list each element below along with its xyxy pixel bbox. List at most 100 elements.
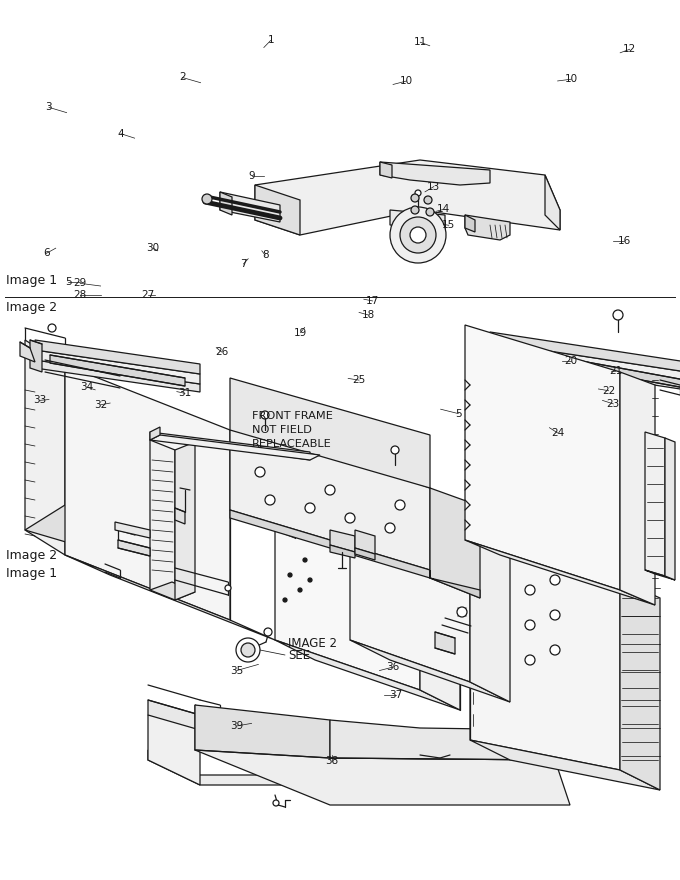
Circle shape — [345, 513, 355, 523]
Circle shape — [550, 645, 560, 655]
Polygon shape — [65, 555, 275, 640]
Circle shape — [264, 628, 272, 636]
Polygon shape — [355, 548, 375, 560]
Polygon shape — [25, 505, 150, 555]
Circle shape — [385, 523, 395, 533]
Polygon shape — [470, 540, 510, 702]
Polygon shape — [255, 185, 300, 235]
Text: 12: 12 — [623, 44, 636, 55]
Polygon shape — [665, 438, 675, 580]
Polygon shape — [380, 162, 490, 185]
Circle shape — [305, 503, 315, 513]
Text: 15: 15 — [442, 220, 456, 231]
Text: 7: 7 — [240, 259, 247, 269]
Circle shape — [273, 800, 279, 806]
Polygon shape — [148, 750, 330, 785]
Text: 6: 6 — [43, 248, 50, 259]
Text: 34: 34 — [80, 382, 94, 392]
Circle shape — [411, 194, 419, 202]
Polygon shape — [118, 540, 150, 556]
Polygon shape — [465, 325, 620, 590]
Text: 37: 37 — [389, 690, 403, 700]
Text: 2: 2 — [179, 72, 186, 83]
Polygon shape — [150, 432, 310, 460]
Text: 29: 29 — [73, 278, 87, 289]
Polygon shape — [350, 500, 470, 682]
Polygon shape — [220, 192, 280, 222]
Text: 22: 22 — [602, 385, 615, 396]
Text: 39: 39 — [230, 721, 243, 731]
Ellipse shape — [481, 689, 496, 711]
Polygon shape — [65, 365, 230, 620]
Polygon shape — [195, 705, 330, 758]
Text: 23: 23 — [607, 399, 620, 409]
Text: 9: 9 — [248, 171, 255, 181]
Circle shape — [411, 206, 419, 214]
Polygon shape — [175, 508, 185, 524]
Polygon shape — [35, 360, 200, 392]
Circle shape — [410, 227, 426, 243]
Polygon shape — [330, 545, 355, 558]
Text: Image 2: Image 2 — [6, 548, 57, 561]
Polygon shape — [430, 488, 480, 598]
Circle shape — [613, 310, 623, 320]
Text: SEE: SEE — [288, 649, 310, 662]
Polygon shape — [230, 378, 430, 488]
Circle shape — [325, 485, 335, 495]
Polygon shape — [620, 580, 660, 790]
Polygon shape — [115, 522, 150, 538]
Text: 16: 16 — [617, 236, 631, 246]
Polygon shape — [430, 570, 480, 598]
Polygon shape — [490, 332, 680, 374]
Circle shape — [390, 207, 446, 263]
Circle shape — [236, 638, 260, 662]
Polygon shape — [50, 355, 185, 386]
Text: 32: 32 — [94, 400, 107, 410]
Circle shape — [457, 607, 467, 617]
Polygon shape — [255, 160, 560, 235]
Polygon shape — [148, 700, 200, 730]
Circle shape — [48, 324, 56, 332]
Text: 19: 19 — [294, 327, 307, 338]
Polygon shape — [195, 705, 570, 805]
Text: 18: 18 — [362, 310, 375, 320]
Circle shape — [424, 196, 432, 204]
Circle shape — [265, 495, 275, 505]
Polygon shape — [620, 372, 655, 605]
Text: 38: 38 — [325, 756, 339, 766]
Text: 31: 31 — [178, 388, 192, 399]
Polygon shape — [465, 540, 655, 605]
Text: 20: 20 — [564, 356, 578, 366]
Text: 4: 4 — [118, 128, 124, 139]
Polygon shape — [175, 442, 195, 600]
Polygon shape — [150, 435, 320, 460]
Circle shape — [525, 620, 535, 630]
Text: 3: 3 — [46, 102, 52, 113]
Text: 24: 24 — [551, 428, 564, 438]
Text: 35: 35 — [230, 665, 243, 676]
Polygon shape — [230, 430, 430, 570]
Circle shape — [426, 208, 434, 216]
Polygon shape — [330, 720, 555, 760]
Text: 21: 21 — [609, 366, 622, 377]
Text: IMAGE 2: IMAGE 2 — [288, 636, 337, 649]
Text: 33: 33 — [33, 395, 46, 406]
Polygon shape — [465, 215, 475, 232]
Circle shape — [415, 190, 421, 196]
Circle shape — [400, 217, 436, 253]
Polygon shape — [25, 340, 65, 555]
Polygon shape — [545, 175, 560, 230]
Text: 5: 5 — [65, 276, 71, 287]
Circle shape — [303, 558, 307, 562]
Text: 8: 8 — [262, 250, 269, 260]
Polygon shape — [645, 570, 675, 580]
Polygon shape — [150, 440, 175, 600]
Text: 13: 13 — [427, 181, 441, 192]
Polygon shape — [148, 715, 330, 785]
Text: Image 1: Image 1 — [6, 567, 57, 580]
Polygon shape — [150, 582, 195, 600]
Text: 26: 26 — [215, 347, 228, 357]
Circle shape — [550, 610, 560, 620]
Circle shape — [395, 500, 405, 510]
Polygon shape — [380, 162, 392, 178]
